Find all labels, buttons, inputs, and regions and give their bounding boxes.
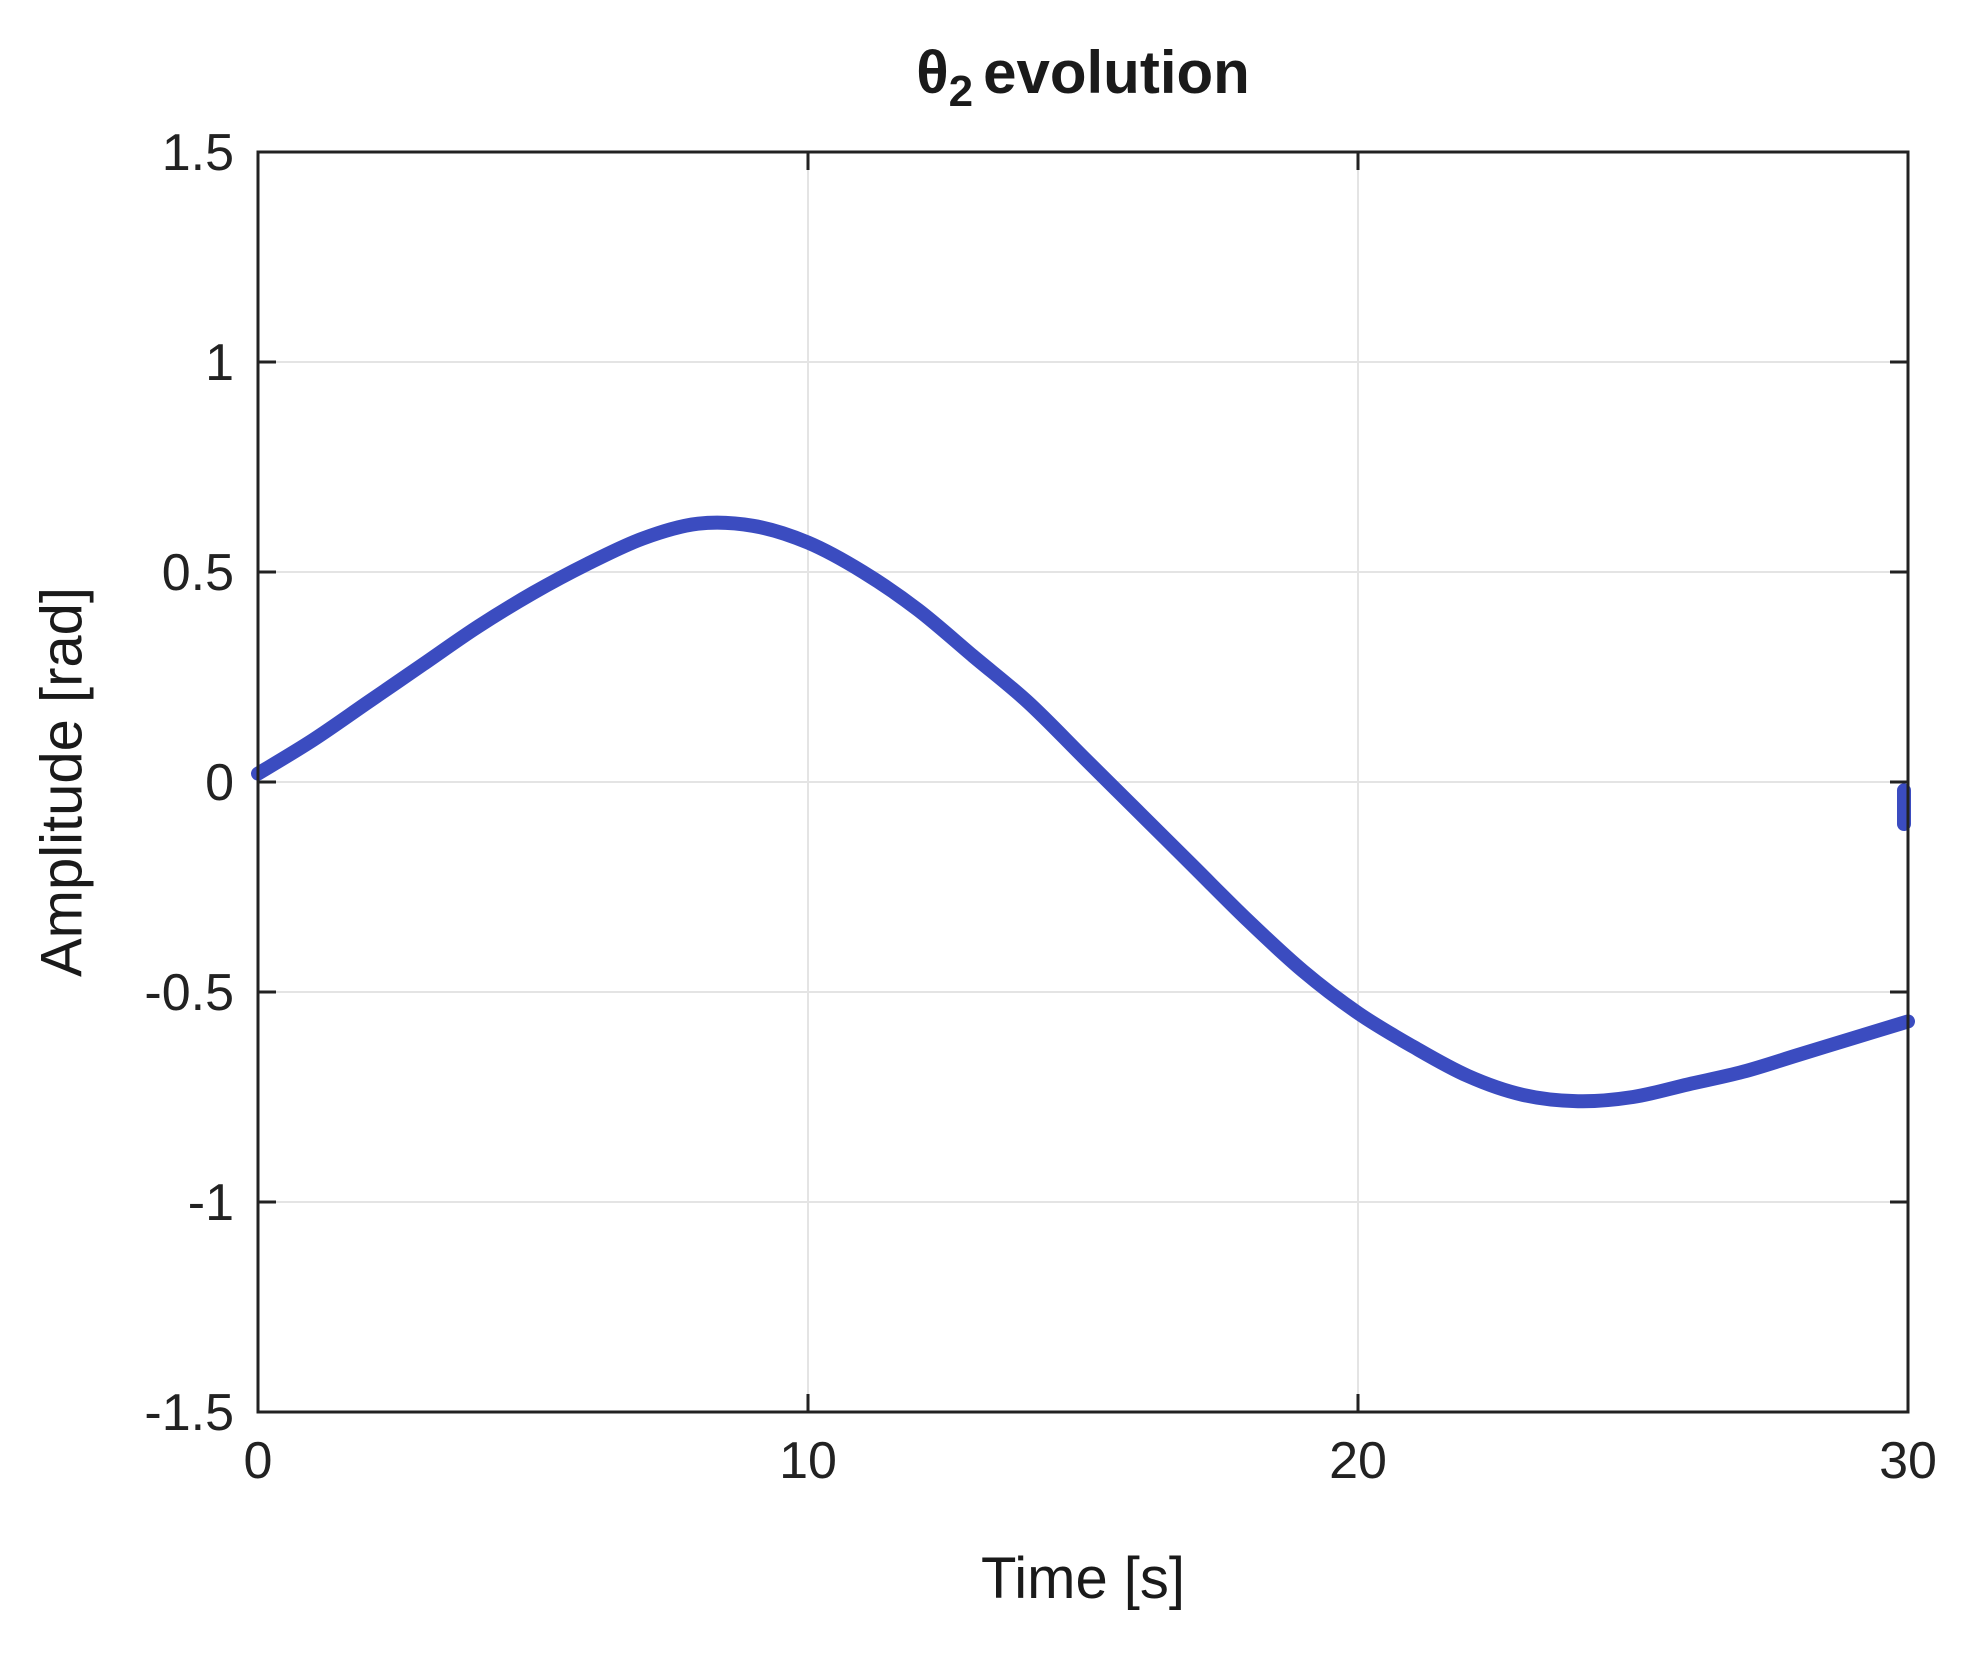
x-tick-label: 10 (779, 1432, 837, 1490)
title-theta: θ (916, 39, 949, 106)
y-tick-label: 1 (205, 334, 234, 392)
y-tick-label: -0.5 (144, 964, 234, 1022)
title-rest: evolution (983, 39, 1250, 106)
y-axis-label: Amplitude [rad] (29, 586, 95, 978)
title-subscript: 2 (948, 67, 974, 116)
x-tick-label: 20 (1329, 1432, 1387, 1490)
y-tick-label: -1.5 (144, 1384, 234, 1442)
x-tick-label: 30 (1879, 1432, 1937, 1490)
theta2-curve (251, 515, 1915, 1109)
y-tick-label: -1 (188, 1174, 234, 1232)
y-tick-label: 0.5 (162, 544, 234, 602)
y-tick-label: 1.5 (162, 124, 234, 182)
chart-title: θ2 evolution (916, 38, 1250, 117)
x-axis-label: Time [s] (980, 1546, 1186, 1611)
y-tick-label: 0 (205, 754, 234, 812)
x-tick-label: 0 (244, 1432, 273, 1490)
